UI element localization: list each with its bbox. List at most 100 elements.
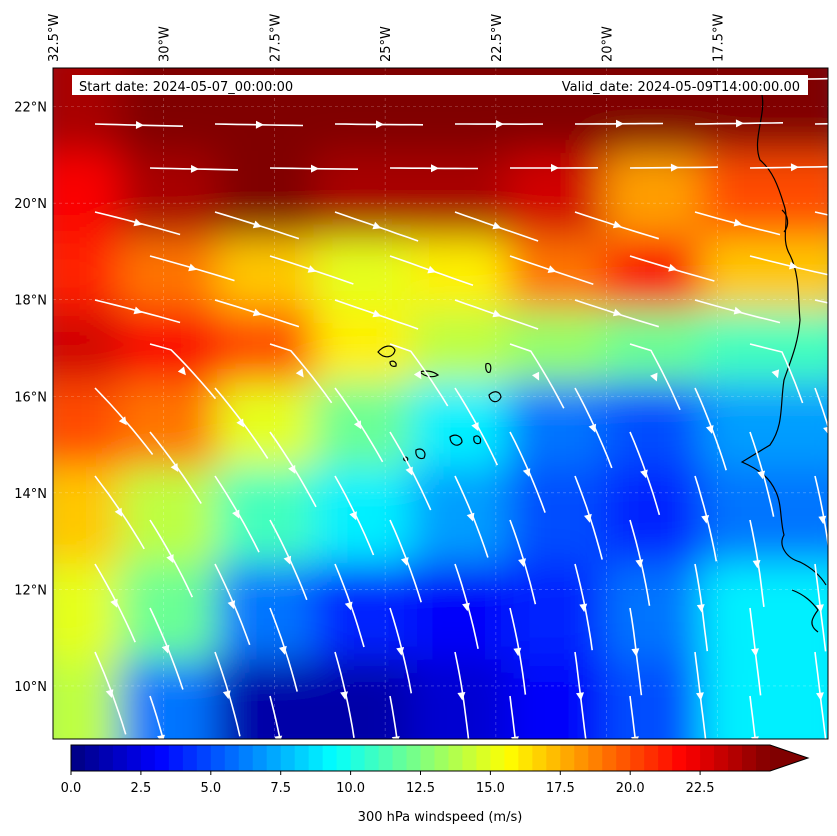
colorbar-segment	[112, 745, 128, 771]
streamline	[389, 343, 449, 407]
colorbar-segment	[280, 745, 296, 771]
colorbar-segment	[714, 745, 729, 771]
streamline	[269, 343, 333, 404]
colorbar-tick-label: 17.5	[546, 781, 575, 796]
streamline-arrow	[353, 420, 362, 430]
streamline-arrow	[462, 602, 470, 612]
colorbar-segment	[364, 745, 380, 771]
streamline-arrow	[288, 465, 296, 474]
streamline-arrow	[511, 736, 519, 739]
streamline	[389, 695, 398, 739]
colorbar-tick-label: 12.5	[406, 781, 435, 796]
streamline-arrow	[135, 121, 144, 129]
streamline-arrow	[733, 306, 743, 315]
streamline-arrow	[816, 604, 824, 613]
streamline-arrow	[696, 604, 705, 613]
streamline	[629, 695, 637, 739]
colorbar-segment	[588, 745, 603, 771]
streamline-arrow	[650, 372, 658, 382]
streamline-arrow	[391, 736, 400, 739]
colorbar-segment	[574, 745, 589, 771]
colorbar-segment	[490, 745, 505, 771]
windspeed-cell	[701, 309, 828, 387]
streamline-arrow	[133, 306, 143, 315]
colorbar-tick-label: 2.5	[131, 781, 152, 796]
streamline-arrow	[612, 220, 622, 229]
colorbar-segment	[728, 745, 743, 771]
colorbar-tick-label: 7.5	[270, 781, 291, 796]
start-date-label: Start date: 2024-05-07_00:00:00	[79, 80, 293, 95]
lon-tick-label: 20°W	[601, 26, 616, 62]
colorbar-segment	[294, 745, 310, 771]
colorbar-segment	[602, 745, 617, 771]
streamline-arrow	[735, 119, 744, 128]
streamline-arrow	[105, 689, 114, 698]
colorbar-segment	[686, 745, 701, 771]
colorbar-segment	[630, 745, 645, 771]
streamline-arrow	[733, 218, 743, 227]
colorbar-segment	[742, 745, 757, 771]
streamline-arrow	[344, 601, 353, 611]
streamline-arrow	[372, 309, 382, 318]
streamline-arrow	[255, 120, 264, 129]
streamline-arrow	[457, 692, 466, 701]
streamline-arrow	[157, 734, 165, 739]
streamline-arrow	[701, 515, 710, 524]
streamline-arrow	[518, 558, 526, 567]
windspeed-cell	[701, 563, 828, 664]
colorbar-segment	[756, 745, 771, 771]
streamline-arrow	[340, 691, 348, 700]
colorbar-segment	[336, 745, 352, 771]
streamline-arrow	[668, 263, 677, 272]
lon-tick-label: 32.5°W	[47, 14, 62, 62]
lat-tick-label: 14°N	[14, 487, 47, 502]
colorbar-segment	[98, 745, 114, 771]
streamline-arrow	[588, 423, 597, 433]
streamline-arrow	[771, 369, 780, 379]
colorbar-segment	[518, 745, 533, 771]
streamline	[509, 343, 565, 409]
colorbar-segment	[532, 745, 547, 771]
streamline-arrow	[114, 507, 123, 517]
colorbar-segment	[434, 745, 450, 771]
streamline-arrow	[190, 164, 199, 173]
colorbar-segment	[322, 745, 338, 771]
streamline-arrow	[405, 466, 413, 476]
colorbar-segments	[71, 745, 771, 771]
streamline-arrow	[631, 648, 640, 657]
streamline-arrow	[283, 555, 292, 565]
streamline-arrow	[349, 511, 357, 521]
streamline-arrow	[222, 690, 231, 700]
streamline-arrow	[274, 735, 283, 739]
lat-tick-label: 10°N	[14, 680, 47, 695]
streamline-arrow	[492, 221, 502, 230]
colorbar-segment	[126, 745, 142, 771]
streamline-arrow	[471, 422, 479, 432]
colorbar-tick-label: 20.0	[616, 781, 645, 796]
streamline-arrow	[551, 163, 559, 172]
colorbar-segment	[238, 745, 254, 771]
colorbar-segment	[700, 745, 715, 771]
colorbar-segment	[392, 745, 408, 771]
colorbar-segment	[266, 745, 282, 771]
lat-tick-label: 18°N	[14, 294, 47, 309]
valid-date-label: Valid_date: 2024-05-09T14:00:00.00	[562, 80, 800, 95]
streamline-arrow	[188, 263, 197, 272]
colorbar-segment	[420, 745, 436, 771]
colorbar: 0.0 2.5 5.0 7.5 10.0 12.5 15.0 17.5 20.0 22.5 300…	[61, 744, 810, 825]
lon-tick-label: 30°W	[158, 26, 173, 62]
streamline-arrow	[532, 371, 540, 381]
colorbar-tick-label: 0.0	[61, 781, 82, 796]
colorbar-segment	[672, 745, 687, 771]
streamline-arrow	[705, 425, 714, 434]
colorbar-segment	[252, 745, 268, 771]
colorbar-segment	[504, 745, 519, 771]
streamline-arrow	[372, 221, 382, 230]
lat-tick-label: 20°N	[14, 197, 47, 212]
streamline-arrow	[396, 647, 405, 656]
streamline-arrow	[522, 468, 531, 477]
lon-tick-label: 27.5°W	[268, 14, 283, 62]
streamline-arrow	[413, 370, 422, 380]
streamline-arrow	[376, 120, 384, 129]
